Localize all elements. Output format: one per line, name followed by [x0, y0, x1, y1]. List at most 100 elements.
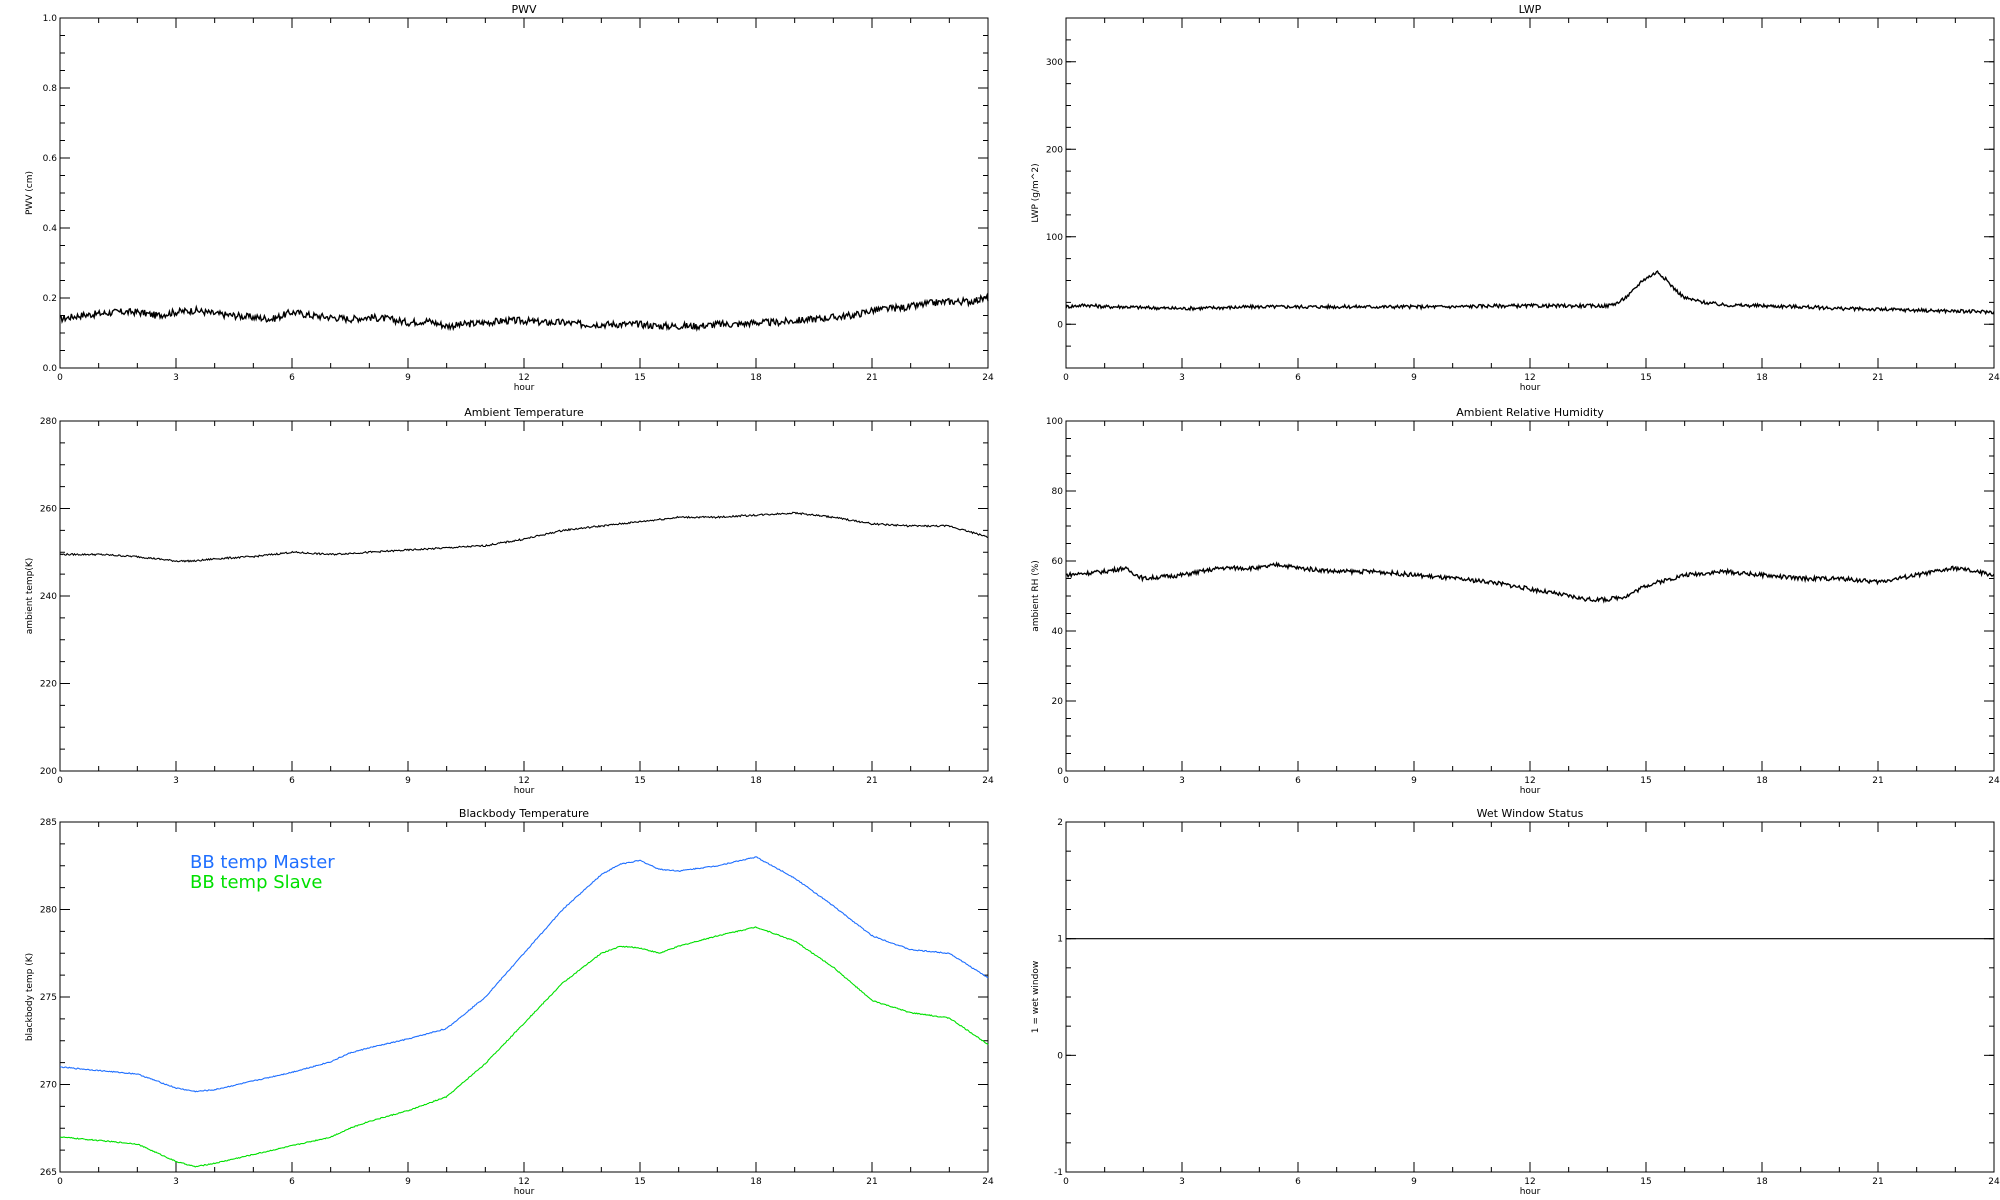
y-tick-label: 60: [1052, 557, 1064, 567]
y-tick-label: -1: [1054, 1168, 1063, 1178]
x-tick-label: 0: [1063, 373, 1069, 383]
y-axis-label: blackbody temp (K): [25, 953, 35, 1041]
x-tick-label: 9: [405, 776, 411, 786]
chart-panel: LWP 0 3 6 9 12 15 18 21 24 hour 0 100 200 300 LWP (g/m^…: [1031, 3, 2000, 393]
series-line: [1065, 270, 1995, 316]
y-tick-label: 20: [1052, 697, 1064, 707]
x-tick-label: 18: [750, 1177, 762, 1187]
series-line: [59, 511, 989, 563]
x-tick-label: 24: [982, 776, 994, 786]
plot-frame: [59, 17, 989, 369]
x-tick-label: 3: [1179, 1177, 1185, 1187]
x-tick-label: 0: [57, 373, 63, 383]
x-tick-label: 18: [750, 373, 762, 383]
chart-title: PWV: [511, 3, 537, 16]
x-tick-label: 24: [1988, 776, 2000, 786]
x-tick-label: 15: [1640, 373, 1651, 383]
y-tick-label: 300: [1046, 58, 1063, 68]
y-tick-label: 280: [40, 417, 57, 427]
y-tick-label: 270: [40, 1081, 57, 1091]
y-tick-label: 80: [1052, 487, 1064, 497]
y-tick-label: 200: [40, 767, 57, 777]
y-axis-label: LWP (g/m^2): [1031, 163, 1041, 222]
x-tick-label: 21: [866, 1177, 877, 1187]
x-axis-label: hour: [514, 786, 535, 796]
x-tick-label: 24: [1988, 373, 2000, 383]
chart-title: Ambient Relative Humidity: [1456, 406, 1604, 419]
x-tick-label: 0: [1063, 1177, 1069, 1187]
x-tick-label: 9: [1411, 373, 1417, 383]
x-tick-label: 0: [57, 776, 63, 786]
y-tick-label: 0.8: [43, 84, 58, 94]
x-tick-label: 0: [1063, 776, 1069, 786]
x-tick-label: 15: [634, 373, 645, 383]
x-tick-label: 12: [1524, 1177, 1535, 1187]
y-tick-label: 100: [1046, 417, 1063, 427]
x-tick-label: 18: [1756, 1177, 1768, 1187]
x-axis-label: hour: [514, 1187, 535, 1197]
series-line: [59, 926, 989, 1168]
y-tick-label: 220: [40, 680, 57, 690]
x-axis-label: hour: [1520, 1187, 1541, 1197]
x-tick-label: 9: [405, 373, 411, 383]
x-axis-label: hour: [1520, 786, 1541, 796]
legend-entry: BB temp Master: [190, 852, 335, 873]
y-axis-label: 1 = wet window: [1031, 961, 1041, 1033]
y-tick-label: 0.4: [43, 224, 58, 234]
x-tick-label: 21: [866, 373, 877, 383]
chart-panel: Ambient Temperature 0 3 6 9 12 15 18 21 24 hour 200…: [25, 406, 994, 796]
x-axis-label: hour: [1520, 383, 1541, 393]
plot-frame: [1065, 821, 1995, 1173]
y-tick-label: 265: [40, 1168, 57, 1178]
y-tick-label: 240: [40, 592, 57, 602]
chart-panel: PWV 0 3 6 9 12 15 18 21 24 hour 0.0 0.2 0.4 0.6 0.8 1.0 P…: [25, 3, 994, 393]
x-tick-label: 24: [982, 1177, 994, 1187]
y-axis-label: PWV (cm): [25, 171, 35, 215]
plot-frame: [1065, 420, 1995, 772]
x-tick-label: 24: [982, 373, 994, 383]
y-tick-label: 0: [1057, 1051, 1063, 1061]
legend-entry: BB temp Slave: [190, 872, 322, 893]
chart-title: Blackbody Temperature: [459, 807, 589, 820]
y-tick-label: 200: [1046, 145, 1063, 155]
x-axis-label: hour: [514, 383, 535, 393]
chart-panel: Ambient Relative Humidity 0 3 6 9 12 15 18 21 24 h…: [1031, 406, 2000, 796]
x-tick-label: 24: [1988, 1177, 2000, 1187]
x-tick-label: 15: [1640, 1177, 1651, 1187]
y-tick-label: 1.0: [43, 14, 58, 24]
y-tick-label: 260: [40, 505, 57, 515]
plot-frame: [59, 420, 989, 772]
x-tick-label: 6: [289, 373, 295, 383]
series-line: [59, 292, 989, 332]
x-tick-label: 9: [1411, 776, 1417, 786]
x-tick-label: 3: [1179, 776, 1185, 786]
y-tick-label: 285: [40, 818, 57, 828]
x-tick-label: 15: [634, 776, 645, 786]
y-tick-label: 275: [40, 993, 57, 1003]
x-tick-label: 12: [1524, 373, 1535, 383]
x-tick-label: 6: [1295, 776, 1301, 786]
y-tick-label: 280: [40, 906, 57, 916]
x-tick-label: 21: [1872, 373, 1883, 383]
x-tick-label: 3: [173, 1177, 179, 1187]
x-tick-label: 12: [518, 1177, 529, 1187]
x-tick-label: 6: [1295, 373, 1301, 383]
x-tick-label: 12: [518, 776, 529, 786]
y-tick-label: 0: [1057, 320, 1063, 330]
chart-title: Wet Window Status: [1477, 807, 1584, 820]
chart-title: Ambient Temperature: [464, 406, 584, 419]
y-tick-label: 1: [1057, 935, 1063, 945]
x-tick-label: 18: [750, 776, 762, 786]
x-tick-label: 15: [1640, 776, 1651, 786]
y-axis-label: ambient temp(K): [25, 558, 35, 635]
x-tick-label: 9: [405, 1177, 411, 1187]
x-tick-label: 6: [289, 776, 295, 786]
x-tick-label: 6: [1295, 1177, 1301, 1187]
y-tick-label: 0.0: [43, 364, 58, 374]
x-tick-label: 6: [289, 1177, 295, 1187]
x-tick-label: 0: [57, 1177, 63, 1187]
y-tick-label: 40: [1052, 627, 1064, 637]
x-tick-label: 12: [1524, 776, 1535, 786]
x-tick-label: 18: [1756, 373, 1768, 383]
